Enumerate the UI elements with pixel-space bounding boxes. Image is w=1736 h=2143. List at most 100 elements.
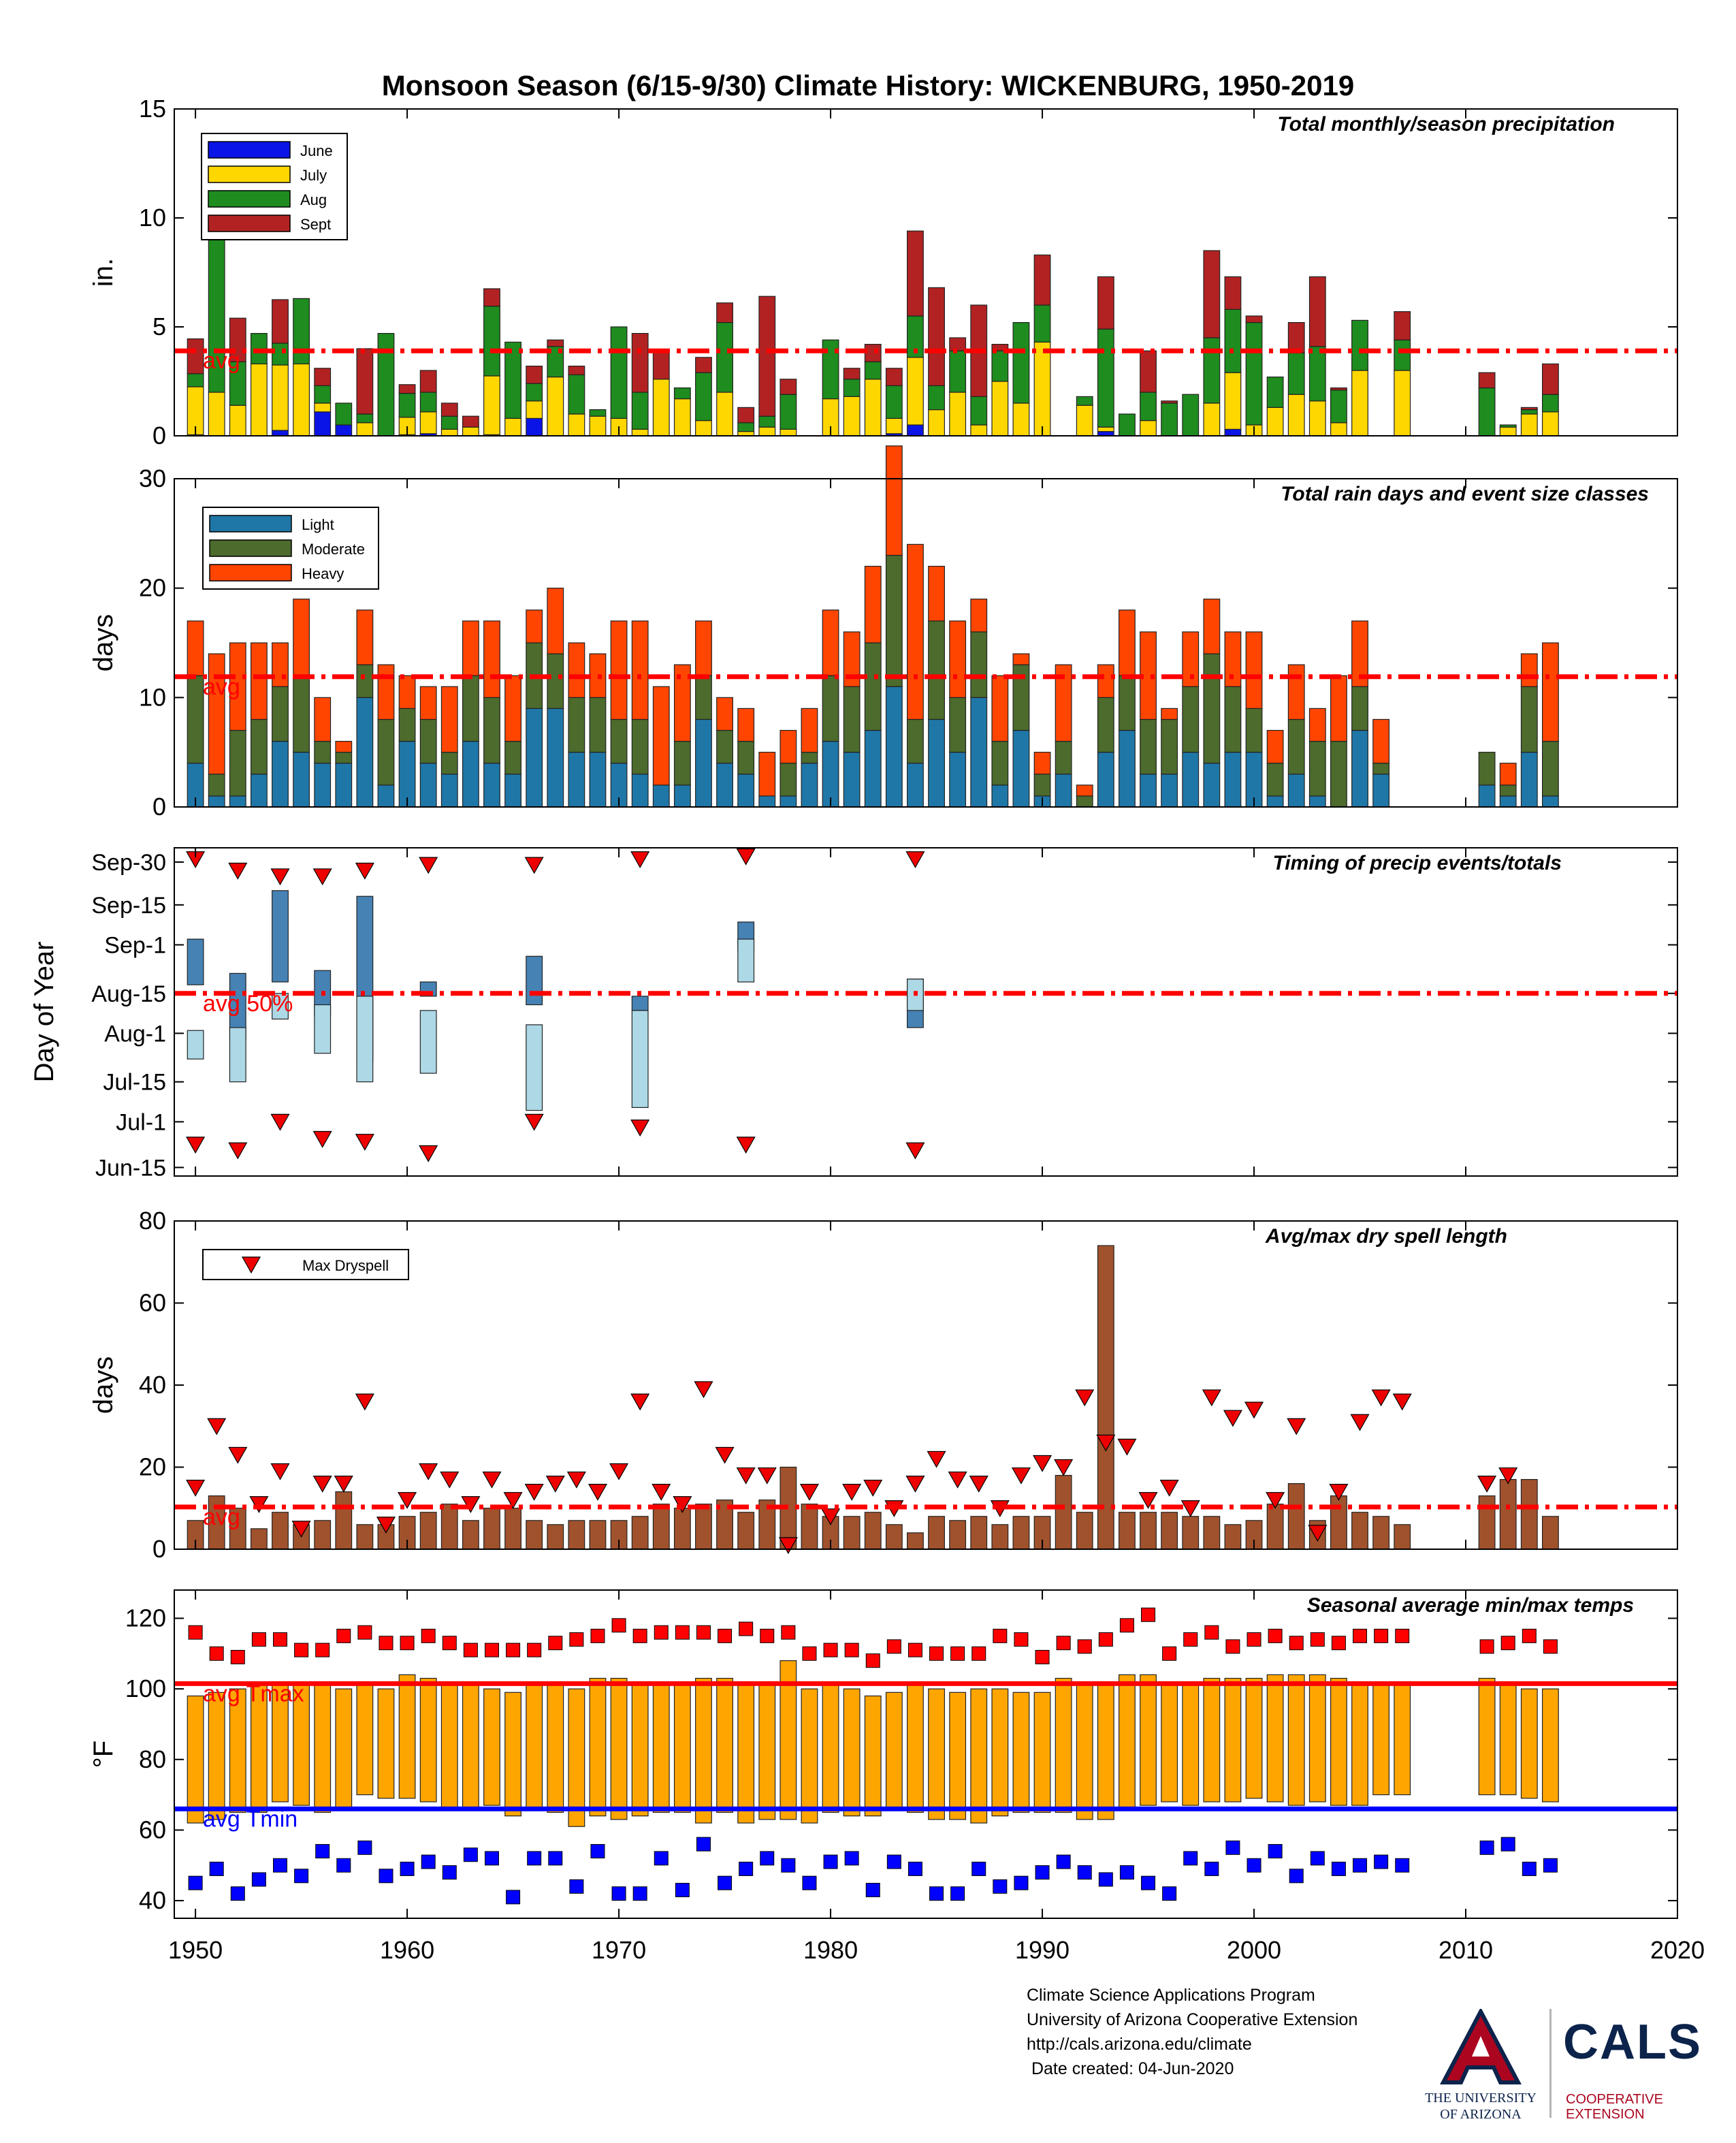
- temp-range-bar: [526, 1685, 543, 1809]
- dryspell-avg-bar: [1330, 1495, 1347, 1550]
- temp-range-bar: [314, 1685, 332, 1813]
- raindays-bar-light: [822, 740, 839, 808]
- tmin-marker: [886, 1854, 901, 1869]
- precip-bar-aug: [928, 385, 945, 411]
- footer-line-university: University of Arizona Cooperative Extens…: [1027, 2010, 1358, 2029]
- y-tick-label: Jul-1: [116, 1109, 166, 1135]
- precip-bar-sept: [398, 384, 416, 394]
- precip-bar-aug: [335, 402, 353, 426]
- tmax-marker: [484, 1642, 499, 1657]
- tmin-marker: [251, 1872, 266, 1887]
- precip-bar-sept: [991, 344, 1009, 351]
- timing-box-upper: [526, 955, 543, 1006]
- tmax-marker: [823, 1642, 838, 1657]
- raindays-bar-heavy: [250, 642, 268, 720]
- precip-bar-aug: [716, 322, 733, 393]
- tmax-marker: [421, 1628, 436, 1643]
- precip-bar-sept: [695, 357, 712, 373]
- precip-bar-aug: [885, 385, 903, 419]
- raindays-bar-light: [314, 763, 332, 808]
- tmin-marker: [1395, 1858, 1410, 1873]
- dryspell-max-marker: [588, 1484, 608, 1501]
- tmin-marker: [590, 1844, 605, 1859]
- raindays-bar-moderate: [1097, 697, 1114, 753]
- precip-bar-sept: [907, 230, 924, 317]
- precip-bar-aug: [314, 385, 332, 404]
- dryspell-max-marker: [249, 1496, 269, 1513]
- precip-bar-aug: [970, 396, 988, 426]
- x-tick-label: 1990: [1015, 1936, 1070, 1964]
- raindays-bar-light: [1308, 795, 1326, 808]
- ua-line-1: THE UNIVERSITY: [1425, 2091, 1537, 2106]
- dryspell-avg-bar: [1012, 1516, 1030, 1550]
- precip-bar-aug: [1224, 308, 1242, 373]
- dryspell-max-marker: [948, 1471, 967, 1489]
- dryspell-max-marker: [545, 1476, 565, 1493]
- precip-bar-july: [589, 415, 607, 436]
- x-tick-label: 1950: [168, 1936, 223, 1964]
- tmax-marker: [1268, 1628, 1283, 1643]
- tmax-marker: [569, 1632, 584, 1647]
- dryspell-avg-bar: [1287, 1483, 1305, 1550]
- raindays-bar-heavy: [652, 686, 670, 786]
- raindays-bar-heavy: [1203, 599, 1221, 654]
- temp-range-bar: [970, 1688, 988, 1824]
- y-tick-label: 0: [152, 422, 166, 449]
- dryspell-max-marker: [1244, 1401, 1264, 1419]
- raindays-bar-light: [928, 718, 945, 808]
- tmax-marker: [1014, 1632, 1029, 1647]
- tmax-marker: [739, 1621, 754, 1636]
- raindays-bar-heavy: [1372, 718, 1390, 764]
- y-tick-label: 120: [125, 1604, 166, 1632]
- dryspell-max-marker: [1392, 1393, 1412, 1411]
- tmax-marker: [993, 1628, 1008, 1643]
- raindays-bar-heavy: [1245, 631, 1263, 710]
- y-axis-label: in.: [89, 258, 118, 287]
- tmax-marker: [1310, 1632, 1325, 1647]
- tmax-marker: [929, 1646, 944, 1661]
- dryspell-max-marker: [1329, 1484, 1349, 1501]
- tmin-marker: [950, 1886, 965, 1901]
- temp-range-bar: [483, 1688, 500, 1806]
- temp-range-bar: [928, 1688, 945, 1820]
- precip-bar-sept: [1330, 387, 1347, 391]
- precip-bar-july: [356, 422, 374, 436]
- tmin-marker: [463, 1847, 478, 1862]
- raindays-bar-heavy: [229, 642, 246, 731]
- raindays-bar-light: [229, 795, 246, 808]
- tmin-marker: [1014, 1875, 1029, 1890]
- dryspell-max-marker: [398, 1492, 417, 1509]
- raindays-bar-heavy: [547, 588, 564, 654]
- dryspell-max-marker: [736, 1467, 756, 1485]
- precip-bar-july: [758, 426, 776, 436]
- precip-bar-july: [504, 417, 521, 436]
- precip-bar-aug: [1097, 328, 1114, 428]
- tmax-marker: [1522, 1628, 1537, 1643]
- dryspell-max-marker: [440, 1471, 460, 1489]
- cals-logo: CALS COOPERATIVE EXTENSION: [1563, 2009, 1713, 2125]
- footer-line-url[interactable]: http://cals.arizona.edu/climate: [1027, 2035, 1252, 2054]
- timing-box-upper: [631, 996, 649, 1011]
- precip-bar-sept: [737, 407, 755, 424]
- timing-event-marker: [312, 868, 332, 886]
- timing-box-lower: [526, 1024, 543, 1111]
- raindays-bar-light: [695, 718, 712, 808]
- raindays-bar-moderate: [1541, 740, 1559, 797]
- y-axis-label: °F: [89, 1741, 118, 1768]
- dryspell-max-marker: [1011, 1467, 1031, 1485]
- dryspell-max-marker: [334, 1476, 353, 1493]
- dryspell-avg-bar: [695, 1504, 712, 1550]
- tmin-marker: [739, 1861, 754, 1876]
- raindays-bar-light: [335, 763, 353, 808]
- precip-bar-aug: [631, 392, 649, 430]
- precip-bar-aug: [1245, 322, 1263, 426]
- average-label: avg 50%: [203, 991, 293, 1017]
- legend-swatch: [208, 141, 291, 159]
- raindays-bar-light: [1372, 774, 1390, 808]
- dryspell-avg-bar: [737, 1512, 755, 1550]
- precip-bar-aug: [779, 394, 797, 430]
- raindays-bar-moderate: [695, 675, 712, 720]
- plot-layer: 0 5 10 15 avg in. Total monthly/season precipi…: [29, 95, 1705, 1964]
- raindays-bar-heavy: [483, 620, 500, 698]
- raindays-bar-heavy: [1033, 752, 1051, 775]
